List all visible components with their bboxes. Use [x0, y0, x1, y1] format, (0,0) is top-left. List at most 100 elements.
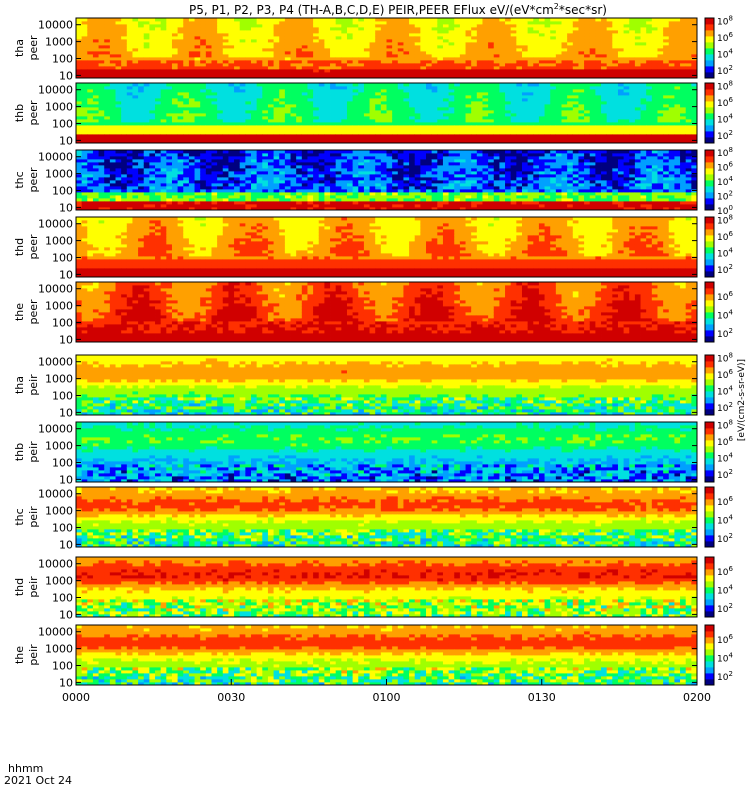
spectrogram-cell [200, 33, 206, 36]
spectrogram-cell [330, 110, 336, 113]
spectrogram-cell [144, 171, 150, 174]
spectrogram-cell [121, 153, 127, 156]
spectrogram-cell [110, 24, 116, 27]
spectrogram-cell [663, 104, 669, 107]
spectrogram-cell [319, 83, 325, 86]
spectrogram-cell [499, 116, 505, 119]
spectrogram-cell [562, 104, 568, 107]
spectrogram-cell [624, 107, 630, 110]
spectrogram-cell [686, 72, 692, 75]
spectrogram-cell [409, 51, 415, 54]
spectrogram-cell [138, 60, 144, 63]
spectrogram-cell [590, 119, 596, 122]
spectrogram-cell [245, 45, 251, 48]
spectrogram-cell [437, 39, 443, 42]
spectrogram-cell [353, 27, 359, 30]
spectrogram-cell [353, 134, 359, 137]
spectrogram-cell [189, 18, 195, 21]
spectrogram-cell [686, 113, 692, 116]
spectrogram-cell [178, 107, 184, 110]
spectrogram-cell [375, 116, 381, 119]
spectrogram-cell [93, 162, 99, 165]
spectrogram-cell [132, 165, 138, 168]
spectrogram-cell [669, 134, 675, 137]
spectrogram-cell [375, 54, 381, 57]
spectrogram-cell [116, 201, 122, 204]
spectrogram-cell [652, 101, 658, 104]
spectrogram-cell [178, 63, 184, 66]
spectrogram-cell [624, 131, 630, 134]
spectrogram-cell [189, 204, 195, 207]
spectrogram-cell [307, 21, 313, 24]
spectrogram-cell [93, 33, 99, 36]
spectrogram-cell [454, 89, 460, 92]
spectrogram-cell [691, 95, 697, 98]
spectrogram-cell [93, 125, 99, 128]
spectrogram-cell [291, 125, 297, 128]
spectrogram-cell [494, 21, 500, 24]
spectrogram-cell [381, 18, 387, 21]
spectrogram-cell [477, 24, 483, 27]
spectrogram-cell [341, 104, 347, 107]
spectrogram-cell [420, 27, 426, 30]
spectrogram-cell [488, 104, 494, 107]
spectrogram-cell [674, 122, 680, 125]
spectrogram-cell [387, 63, 393, 66]
spectrogram-cell [330, 137, 336, 140]
spectrogram-cell [189, 159, 195, 162]
spectrogram-cell [178, 159, 184, 162]
spectrogram-cell [533, 128, 539, 131]
spectrogram-cell [466, 101, 472, 104]
spectrogram-cell [262, 45, 268, 48]
spectrogram-cell [245, 42, 251, 45]
spectrogram-cell [420, 107, 426, 110]
spectrogram-cell [545, 86, 551, 89]
spectrogram-cell [296, 116, 302, 119]
spectrogram-cell [477, 128, 483, 131]
spectrogram-cell [296, 89, 302, 92]
spectrogram-cell [353, 131, 359, 134]
spectrogram-cell [420, 30, 426, 33]
spectrogram-cell [505, 18, 511, 21]
spectrogram-cell [629, 119, 635, 122]
spectrogram-cell [347, 119, 353, 122]
spectrogram-cell [584, 116, 590, 119]
spectrogram-cell [110, 192, 116, 195]
spectrogram-cell [110, 156, 116, 159]
spectrogram-cell [178, 168, 184, 171]
spectrogram-cell [595, 39, 601, 42]
spectrogram-cell [358, 119, 364, 122]
spectrogram-cell [99, 51, 105, 54]
spectrogram-cell [387, 104, 393, 107]
spectrogram-cell [494, 131, 500, 134]
spectrogram-cell [211, 98, 217, 101]
spectrogram-cell [132, 39, 138, 42]
spectrogram-cell [409, 83, 415, 86]
spectrogram-cell [217, 86, 223, 89]
spectrogram-cell [274, 110, 280, 113]
spectrogram-cell [93, 201, 99, 204]
spectrogram-cell [686, 119, 692, 122]
spectrogram-cell [87, 21, 93, 24]
spectrogram-cell [499, 45, 505, 48]
spectrogram-cell [460, 137, 466, 140]
spectrogram-cell [178, 66, 184, 69]
spectrogram-cell [387, 21, 393, 24]
spectrogram-cell [545, 110, 551, 113]
spectrogram-cell [499, 57, 505, 60]
spectrogram-cell [387, 39, 393, 42]
spectrogram-cell [99, 198, 105, 201]
spectrogram-cell [364, 89, 370, 92]
spectrogram-cell [161, 107, 167, 110]
spectrogram-cell [155, 134, 161, 137]
spectrogram-cell [121, 201, 127, 204]
spectrogram-cell [409, 128, 415, 131]
spectrogram-cell [533, 57, 539, 60]
spectrogram-cell [341, 98, 347, 101]
spectrogram-cell [505, 72, 511, 75]
spectrogram-cell [674, 33, 680, 36]
spectrogram-cell [172, 72, 178, 75]
spectrogram-cell [76, 30, 82, 33]
spectrogram-cell [595, 131, 601, 134]
spectrogram-cell [274, 119, 280, 122]
